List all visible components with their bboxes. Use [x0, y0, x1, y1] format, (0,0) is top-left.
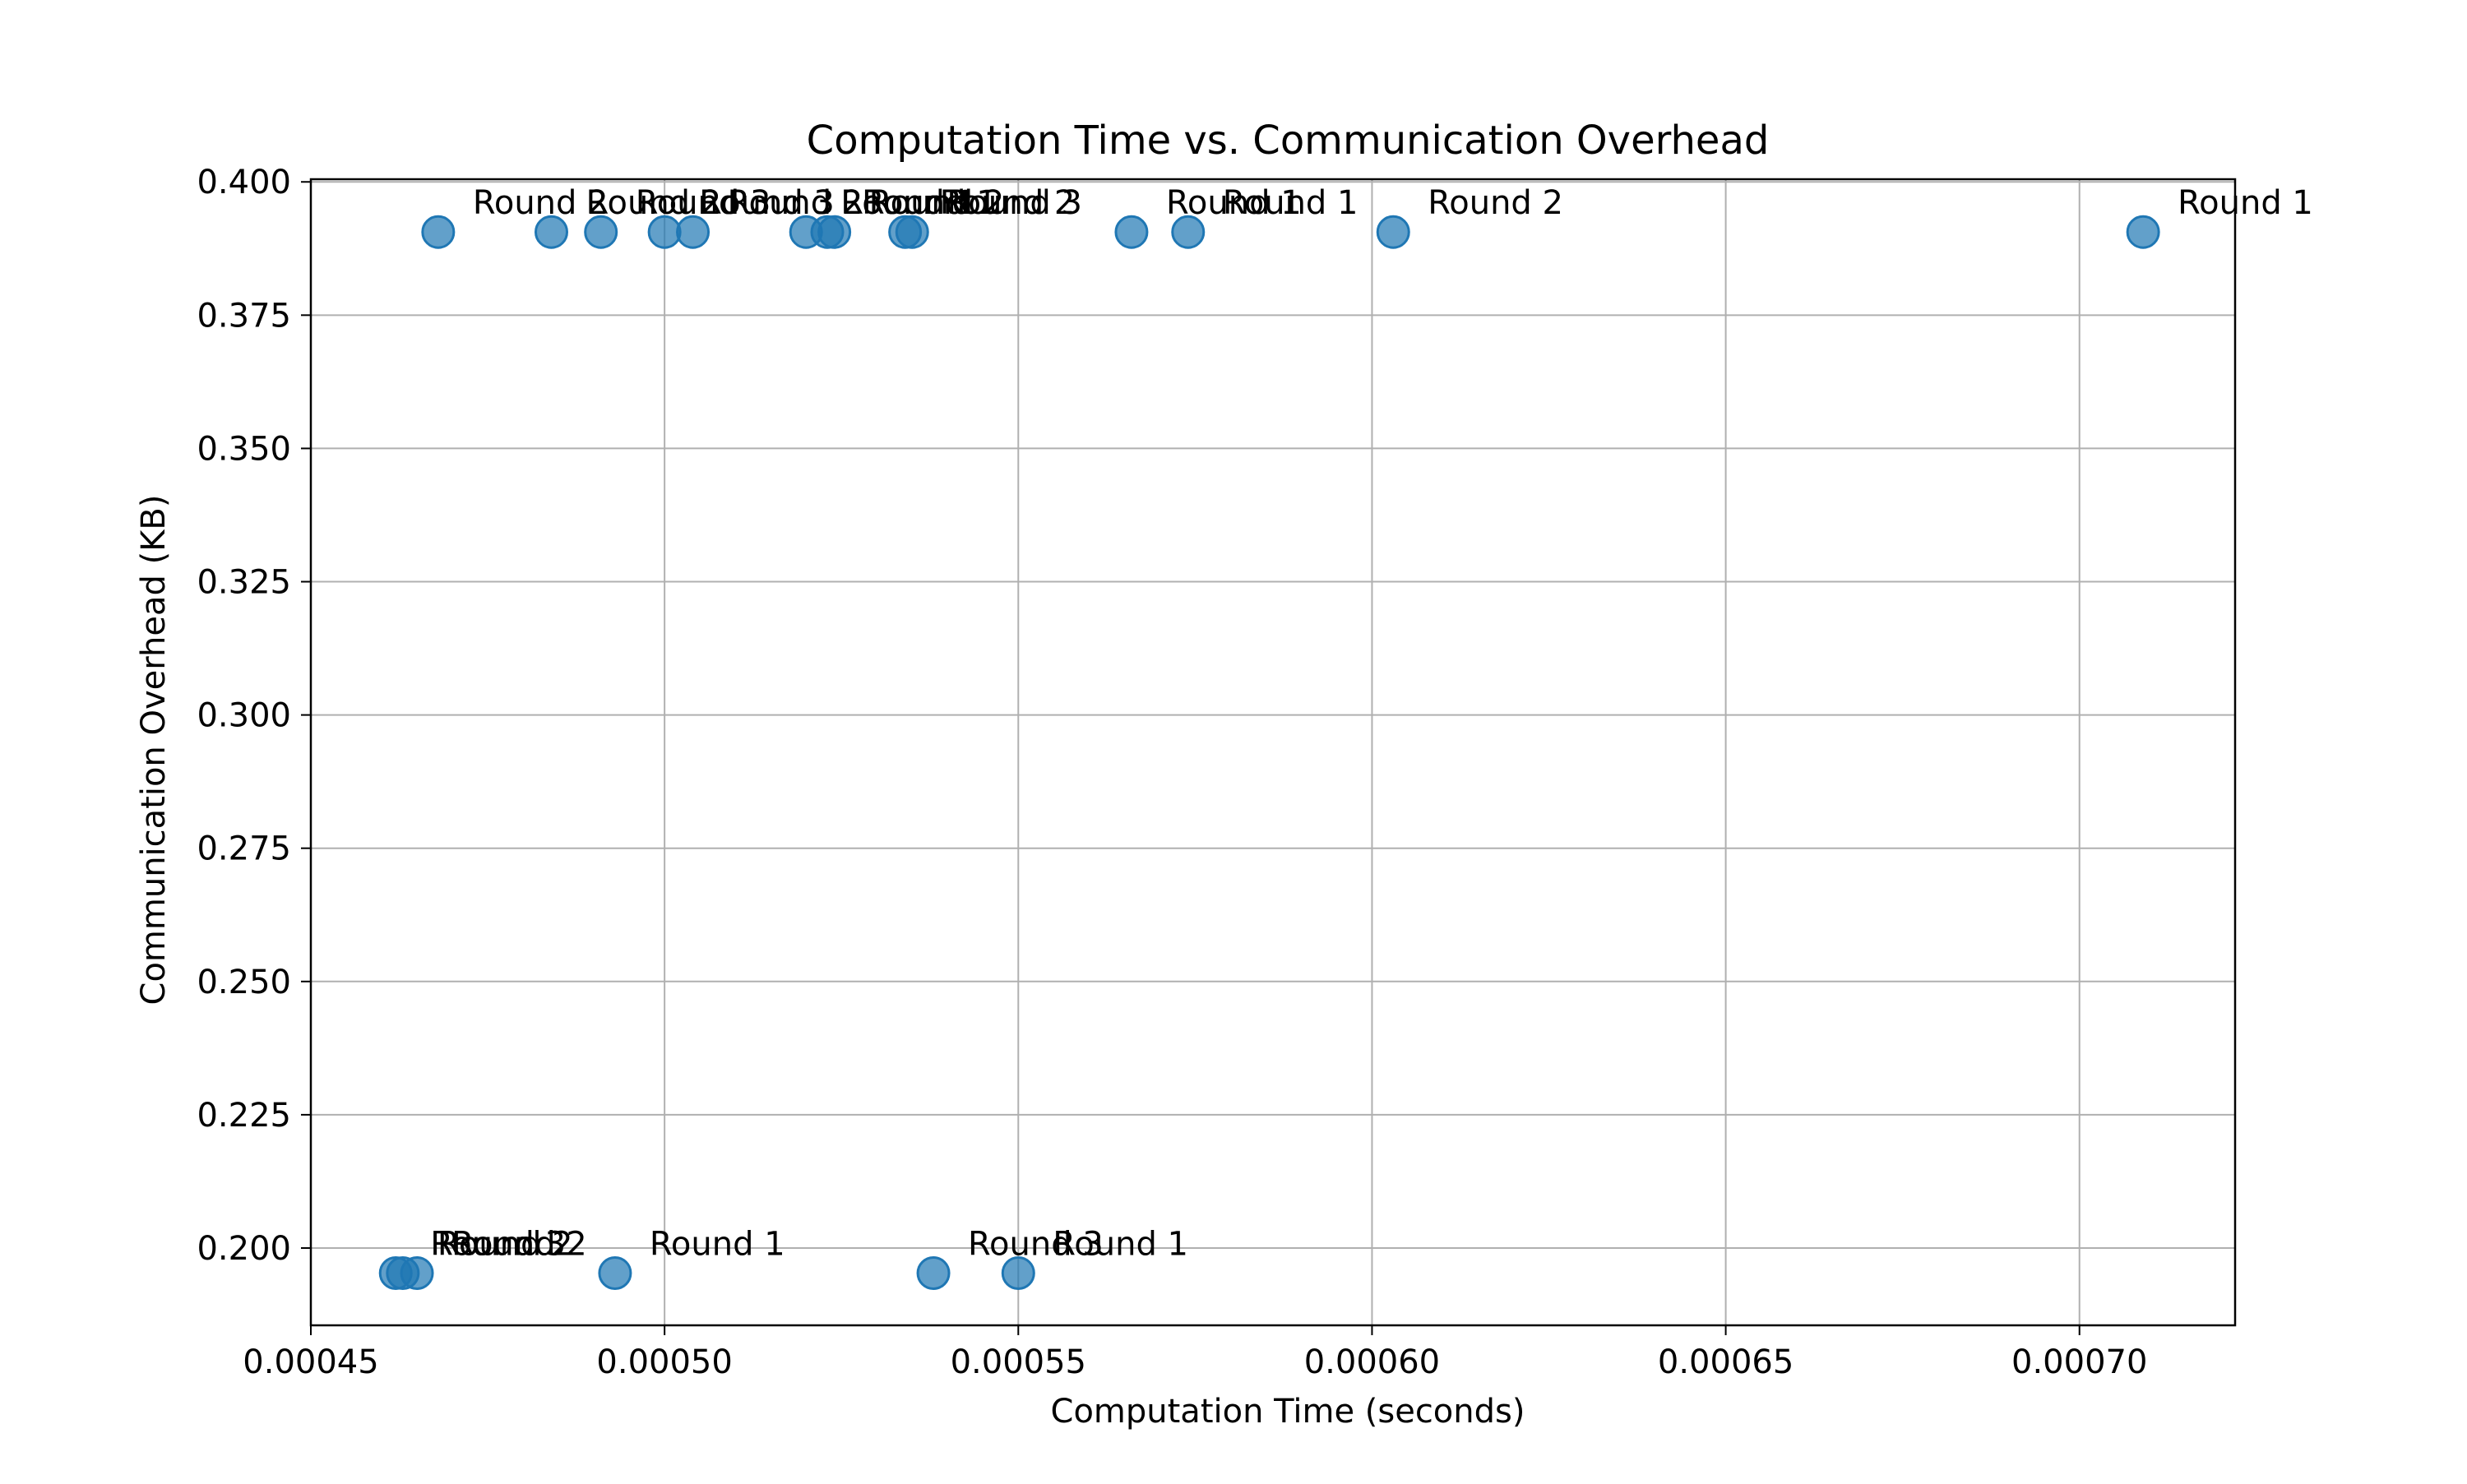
point-label: Round 3	[699, 184, 835, 222]
x-tick-label: 0.00070	[2011, 1343, 2147, 1381]
y-tick-label: 0.350	[197, 430, 291, 468]
point-label: Round 2	[940, 184, 1076, 222]
y-tick-label: 0.300	[197, 697, 291, 735]
scatter-point	[1114, 215, 1149, 249]
chart-title: Computation Time vs. Communication Overh…	[807, 118, 1770, 164]
x-tick-label: 0.00045	[243, 1343, 378, 1381]
point-label: Round 1	[1053, 1225, 1188, 1263]
scatter-point	[2126, 215, 2160, 249]
plot-frame	[309, 178, 2237, 1327]
point-label: Round 2	[1428, 184, 1563, 222]
point-label: Round 3	[636, 184, 771, 222]
scatter-point	[421, 215, 456, 249]
point-label: Round 2	[586, 184, 722, 222]
point-label: Round 1	[1223, 184, 1358, 222]
point-label: Round 1	[840, 184, 976, 222]
y-tick-label: 0.400	[197, 164, 291, 201]
scatter-point	[895, 215, 929, 249]
scatter-point	[1376, 215, 1410, 249]
data-points	[378, 215, 2160, 1290]
point-label: Round 2	[451, 1225, 587, 1263]
scatter-point	[598, 1255, 632, 1290]
scatter-point	[535, 215, 568, 249]
x-tick-label: 0.00055	[951, 1343, 1086, 1381]
x-axis-label: Computation Time (seconds)	[1051, 1393, 1525, 1431]
point-label: Round 3	[968, 1225, 1104, 1263]
scatter-point	[1171, 215, 1206, 249]
y-tick-label: 0.200	[197, 1230, 291, 1268]
grid-lines	[310, 179, 2235, 1325]
scatter-point	[584, 215, 618, 249]
y-tick-label: 0.225	[197, 1097, 291, 1135]
point-label: Round 1	[650, 1225, 785, 1263]
point-label: Round 1	[1166, 184, 1302, 222]
point-label: Round 2	[728, 184, 863, 222]
point-label: Round 3	[430, 1225, 566, 1263]
x-tick-label: 0.00060	[1304, 1343, 1440, 1381]
point-label: Round 1	[2178, 184, 2313, 222]
scatter-point	[817, 215, 852, 249]
scatter-point	[676, 215, 710, 249]
x-tick-label: 0.00065	[1658, 1343, 1794, 1381]
point-label: Round 1	[862, 184, 997, 222]
point-label: Round 2	[869, 184, 1005, 222]
y-tick-label: 0.275	[197, 830, 291, 868]
x-tick-label: 0.00050	[596, 1343, 732, 1381]
point-label: Round 3	[947, 184, 1082, 222]
x-axis-ticks: 0.00045 0.00050 0.00055 0.00060 0.00065 0.000…	[243, 1325, 2147, 1381]
point-label: Round 2	[437, 1225, 573, 1263]
point-label: Round 2	[473, 184, 609, 222]
y-tick-label: 0.250	[197, 964, 291, 1001]
y-axis-label: Communication Overhead (KB)	[135, 495, 173, 1006]
y-tick-label: 0.375	[197, 297, 291, 335]
scatter-point	[400, 1255, 434, 1290]
y-axis-ticks: 0.200 0.225 0.250 0.275 0.300 0.325 0.350 0.375…	[197, 164, 311, 1268]
scatter-point	[916, 1255, 951, 1290]
scatter-point	[1001, 1255, 1035, 1290]
y-tick-label: 0.325	[197, 564, 291, 602]
